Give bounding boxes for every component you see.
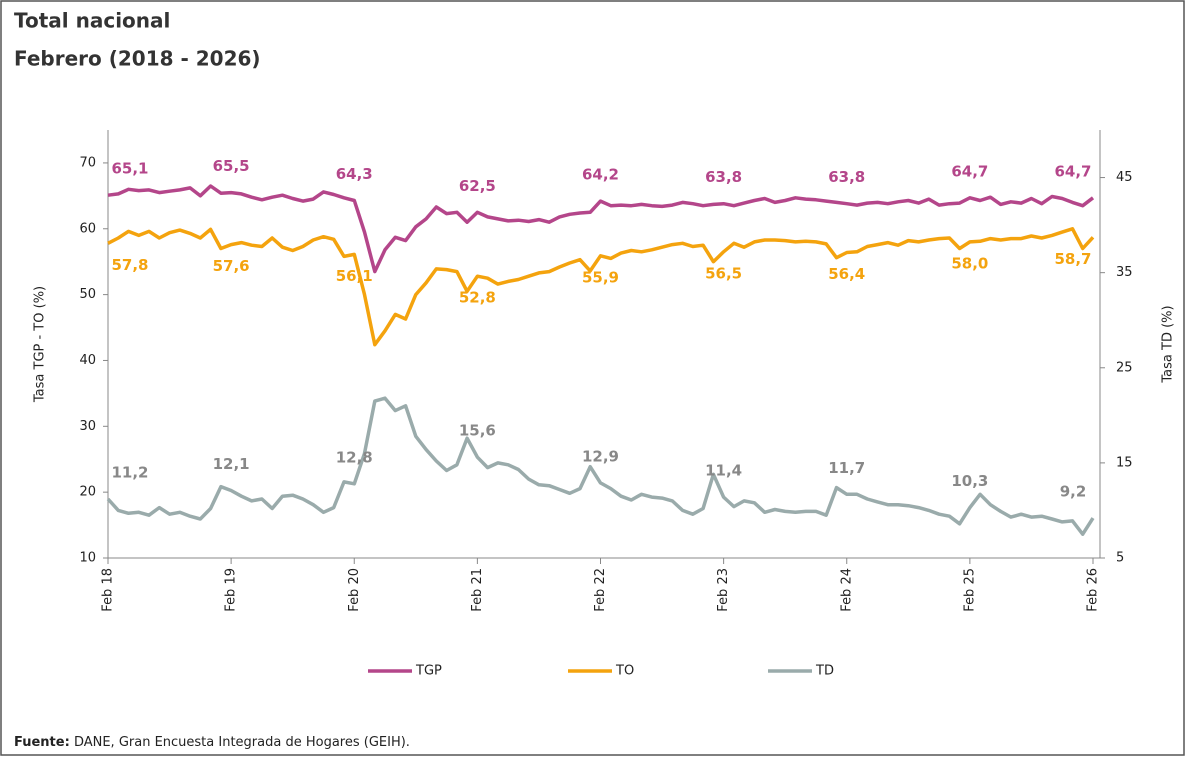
legend-label: TO bbox=[615, 664, 634, 679]
source-label: Fuente: bbox=[14, 735, 70, 750]
data-label: 63,8 bbox=[705, 168, 742, 186]
y-tick-label: 30 bbox=[79, 419, 96, 434]
data-label: 65,5 bbox=[213, 157, 250, 175]
x-tick-label: Feb 22 bbox=[593, 568, 608, 612]
data-label: 65,1 bbox=[111, 160, 148, 178]
data-label: 58,7 bbox=[1054, 250, 1091, 268]
data-label: 56,1 bbox=[336, 267, 373, 285]
data-label: 11,7 bbox=[828, 459, 865, 477]
x-tick-label: Feb 18 bbox=[101, 568, 116, 612]
x-tick-label: Feb 26 bbox=[1086, 568, 1101, 612]
data-label: 64,7 bbox=[1054, 162, 1091, 180]
data-label: 9,2 bbox=[1060, 483, 1087, 501]
y-tick-label: 40 bbox=[79, 353, 96, 368]
y2-axis-label: Tasa TD (%) bbox=[1161, 305, 1176, 383]
y2-tick-label: 5 bbox=[1116, 551, 1124, 566]
data-label: 63,8 bbox=[828, 168, 865, 186]
y2-tick-label: 35 bbox=[1116, 265, 1133, 280]
y-axis-label: Tasa TGP - TO (%) bbox=[33, 286, 48, 403]
y2-tick-label: 25 bbox=[1116, 360, 1133, 375]
data-label: 55,9 bbox=[582, 268, 619, 286]
data-label: 64,2 bbox=[582, 166, 619, 184]
x-tick-label: Feb 19 bbox=[224, 568, 239, 612]
data-label: 56,5 bbox=[705, 264, 742, 282]
legend-label: TD bbox=[815, 664, 834, 679]
y-tick-label: 50 bbox=[79, 287, 96, 302]
data-label: 62,5 bbox=[459, 177, 496, 195]
series-line bbox=[107, 184, 1095, 274]
data-label: 15,6 bbox=[459, 422, 496, 440]
y-tick-label: 70 bbox=[79, 155, 96, 170]
data-label: 11,2 bbox=[111, 464, 148, 482]
y2-tick-label: 45 bbox=[1116, 170, 1133, 185]
x-tick-label: Feb 21 bbox=[470, 568, 485, 612]
data-label: 57,8 bbox=[111, 256, 148, 274]
data-label: 58,0 bbox=[951, 254, 988, 272]
data-label: 57,6 bbox=[213, 257, 250, 275]
data-label: 12,1 bbox=[213, 455, 250, 473]
x-tick-label: Feb 20 bbox=[347, 568, 362, 612]
data-label: 52,8 bbox=[459, 289, 496, 307]
y2-tick-label: 15 bbox=[1116, 455, 1133, 470]
x-tick-label: Feb 25 bbox=[962, 568, 977, 612]
y-tick-label: 20 bbox=[79, 485, 96, 500]
data-label: 10,3 bbox=[951, 472, 988, 490]
data-label: 56,4 bbox=[828, 265, 865, 283]
y-tick-label: 10 bbox=[79, 551, 96, 566]
series-line bbox=[107, 227, 1095, 347]
chart-title: Total nacional bbox=[14, 9, 170, 33]
data-label: 64,3 bbox=[336, 165, 373, 183]
legend-label: TGP bbox=[415, 664, 442, 679]
data-label: 12,9 bbox=[582, 447, 619, 465]
data-label: 64,7 bbox=[951, 162, 988, 180]
source-note: Fuente: DANE, Gran Encuesta Integrada de… bbox=[14, 735, 410, 750]
x-tick-label: Feb 23 bbox=[716, 568, 731, 612]
x-tick-label: Feb 24 bbox=[839, 568, 854, 612]
data-label: 12,8 bbox=[336, 448, 373, 466]
data-label: 11,4 bbox=[705, 462, 742, 480]
source-text: DANE, Gran Encuesta Integrada de Hogares… bbox=[74, 735, 410, 750]
y-tick-label: 60 bbox=[79, 221, 96, 236]
chart-subtitle: Febrero (2018 - 2026) bbox=[14, 47, 261, 71]
series-line bbox=[106, 396, 1095, 536]
